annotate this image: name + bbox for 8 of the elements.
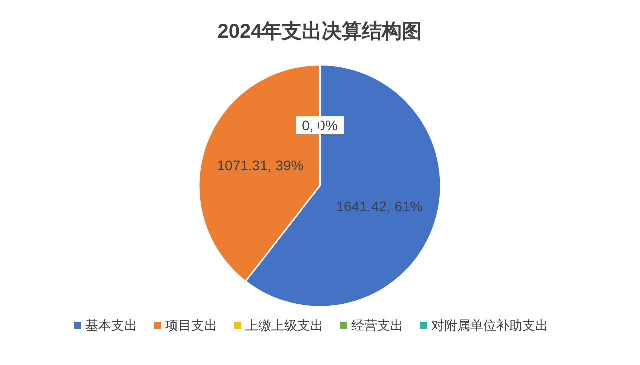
data-label: 1071.31, 39% <box>217 158 304 174</box>
legend-label: 对附属单位补助支出 <box>432 318 548 333</box>
chart-title: 2024年支出决算结构图 <box>218 21 422 43</box>
legend-label: 上缴上级支出 <box>246 318 324 333</box>
legend-label: 项目支出 <box>166 318 218 333</box>
data-label: 1641.42, 61% <box>336 198 423 214</box>
legend-label: 基本支出 <box>86 318 138 333</box>
legend-label: 经营支出 <box>352 318 404 333</box>
